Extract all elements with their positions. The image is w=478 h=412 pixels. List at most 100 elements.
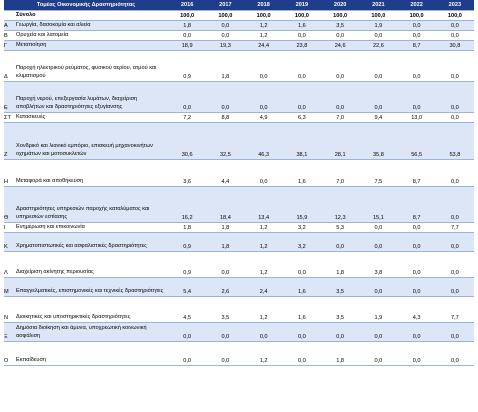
sector-value: 1,6 [282, 159, 322, 187]
sector-value: 0,0 [359, 322, 398, 342]
sector-value: 0,0 [321, 232, 360, 252]
total-value: 100,0 [435, 10, 475, 21]
sector-name: Μεταφορά και αποθήκευση [14, 159, 169, 187]
sector-name: Χονδρικό και λιανικό εμπόριο, επισκευή μ… [14, 122, 169, 160]
sector-value: 0,0 [435, 159, 475, 187]
sector-name: Επαγγελματικές, επιστημονικές και τεχνικ… [14, 277, 169, 297]
sector-value: 0,0 [321, 81, 360, 113]
sector-value: 0,0 [244, 50, 283, 82]
sector-value: 0,0 [435, 251, 475, 278]
sector-value: 13,4 [244, 186, 283, 223]
table-row: Ζ Χονδρικό και λιανικό εμπόριο, επισκευή … [4, 122, 475, 160]
sector-code: Δ [4, 50, 14, 82]
sector-value: 19,3 [206, 40, 245, 51]
sector-value: 0,0 [282, 341, 322, 366]
sector-value: 8,7 [397, 40, 436, 51]
sector-value: 7,5 [359, 159, 398, 187]
total-value: 100,0 [168, 10, 207, 21]
sector-value: 3,5 [206, 296, 245, 323]
sector-value: 1,8 [321, 251, 360, 278]
sector-name: Διοικητικές και υποστηρικτικές δραστηριό… [14, 296, 169, 323]
sector-value: 1,2 [244, 251, 283, 278]
sector-value: 8,7 [397, 186, 436, 223]
sector-value: 1,2 [244, 20, 283, 31]
sector-value: 0,0 [435, 112, 475, 123]
total-value: 100,0 [359, 10, 398, 21]
sector-value: 0,0 [282, 30, 322, 41]
table-row: Μ Επαγγελματικές, επιστημονικές και τεχνι… [4, 277, 475, 297]
sector-value: 3,5 [321, 296, 360, 323]
table-row: Α Γεωργία, δασοκομία και αλιεία 1,8 0,0 1,2 1… [4, 20, 475, 31]
sector-code: Ι [4, 222, 14, 233]
sector-value: 23,8 [282, 40, 322, 51]
table-row: ΣΤ Κατασκευές 7,2 8,8 4,9 6,3 7,0 9,4 13,0 0,0 [4, 112, 475, 123]
sector-value: 30,8 [435, 40, 475, 51]
sector-name: Δραστηριότητες υπηρεσιών παροχής καταλύμ… [14, 186, 169, 223]
sector-code: Ζ [4, 122, 14, 160]
sector-value: 0,0 [321, 50, 360, 82]
sector-value: 1,8 [168, 222, 207, 233]
sector-name: Μεταποίηση [14, 40, 169, 51]
sector-value: 0,0 [244, 322, 283, 342]
sector-name: Χρηματοπιστωτικές και ασφαλιστικές δραστ… [14, 232, 169, 252]
sector-value: 1,2 [244, 30, 283, 41]
sector-value: 0,0 [206, 341, 245, 366]
sector-value: 15,9 [282, 186, 322, 223]
sector-value: 0,0 [397, 277, 436, 297]
sector-value: 0,0 [397, 232, 436, 252]
sector-value: 3,5 [321, 277, 360, 297]
sector-value: 28,1 [321, 122, 360, 160]
sector-value: 0,0 [282, 322, 322, 342]
sector-value: 4,3 [397, 296, 436, 323]
sector-value: 0,0 [282, 81, 322, 113]
sector-value: 1,9 [359, 20, 398, 31]
total-label: Σύνολο [14, 10, 169, 21]
sector-value: 0,0 [359, 277, 398, 297]
sector-value: 9,4 [359, 112, 398, 123]
sector-value: 0,0 [359, 50, 398, 82]
sector-value: 0,0 [435, 186, 475, 223]
sector-value: 3,2 [282, 222, 322, 233]
sector-name: Κατασκευές [14, 112, 169, 123]
sector-value: 0,0 [435, 341, 475, 366]
table-row: Β Ορυχεία και λατομεία 0,0 0,0 1,2 0,0 0,0 0,0 0… [4, 30, 475, 41]
sector-name: Δημόσια διοίκηση και άμυνα, υποχρεωτική … [14, 322, 169, 342]
sector-value: 56,5 [397, 122, 436, 160]
sector-value: 35,8 [359, 122, 398, 160]
sector-value: 24,6 [321, 40, 360, 51]
sector-value: 30,6 [168, 122, 207, 160]
sector-code: Ε [4, 81, 14, 113]
table-row: Ε Παροχή νερού, επεξεργασία λυμάτων, διαχ… [4, 81, 475, 113]
sector-value: 2,6 [206, 277, 245, 297]
sector-value: 7,2 [168, 112, 207, 123]
sector-value: 0,0 [359, 30, 398, 41]
sector-value: 18,4 [206, 186, 245, 223]
total-value: 100,0 [282, 10, 322, 21]
sector-value: 0,0 [321, 322, 360, 342]
sector-value: 1,6 [282, 20, 322, 31]
sector-value: 0,0 [397, 341, 436, 366]
sector-value: 1,9 [359, 296, 398, 323]
header-year: 2016 [168, 0, 207, 11]
table-row: Δ Παροχή ηλεκτρικού ρεύματος, φυσικού αερ… [4, 50, 475, 82]
total-code [4, 10, 14, 21]
sector-code: Ν [4, 296, 14, 323]
total-value: 100,0 [321, 10, 360, 21]
header-sector-label: Τομέας Οικονομικής Δραστηριότητας [4, 0, 169, 11]
total-value: 100,0 [244, 10, 283, 21]
sector-value: 0,0 [168, 341, 207, 366]
sector-code: Ο [4, 341, 14, 366]
sector-value: 1,8 [321, 341, 360, 366]
sector-code: Μ [4, 277, 14, 297]
sector-value: 0,0 [359, 222, 398, 233]
total-value: 100,0 [397, 10, 436, 21]
sector-value: 24,4 [244, 40, 283, 51]
sector-value: 0,0 [321, 30, 360, 41]
sector-value: 0,0 [397, 251, 436, 278]
sector-value: 0,0 [282, 50, 322, 82]
sector-value: 0,0 [168, 30, 207, 41]
sector-value: 0,0 [206, 30, 245, 41]
total-row: Σύνολο 100,0 100,0 100,0 100,0 100,0 100… [4, 10, 475, 21]
sector-name: Γεωργία, δασοκομία και αλιεία [14, 20, 169, 31]
sector-value: 8,8 [206, 112, 245, 123]
